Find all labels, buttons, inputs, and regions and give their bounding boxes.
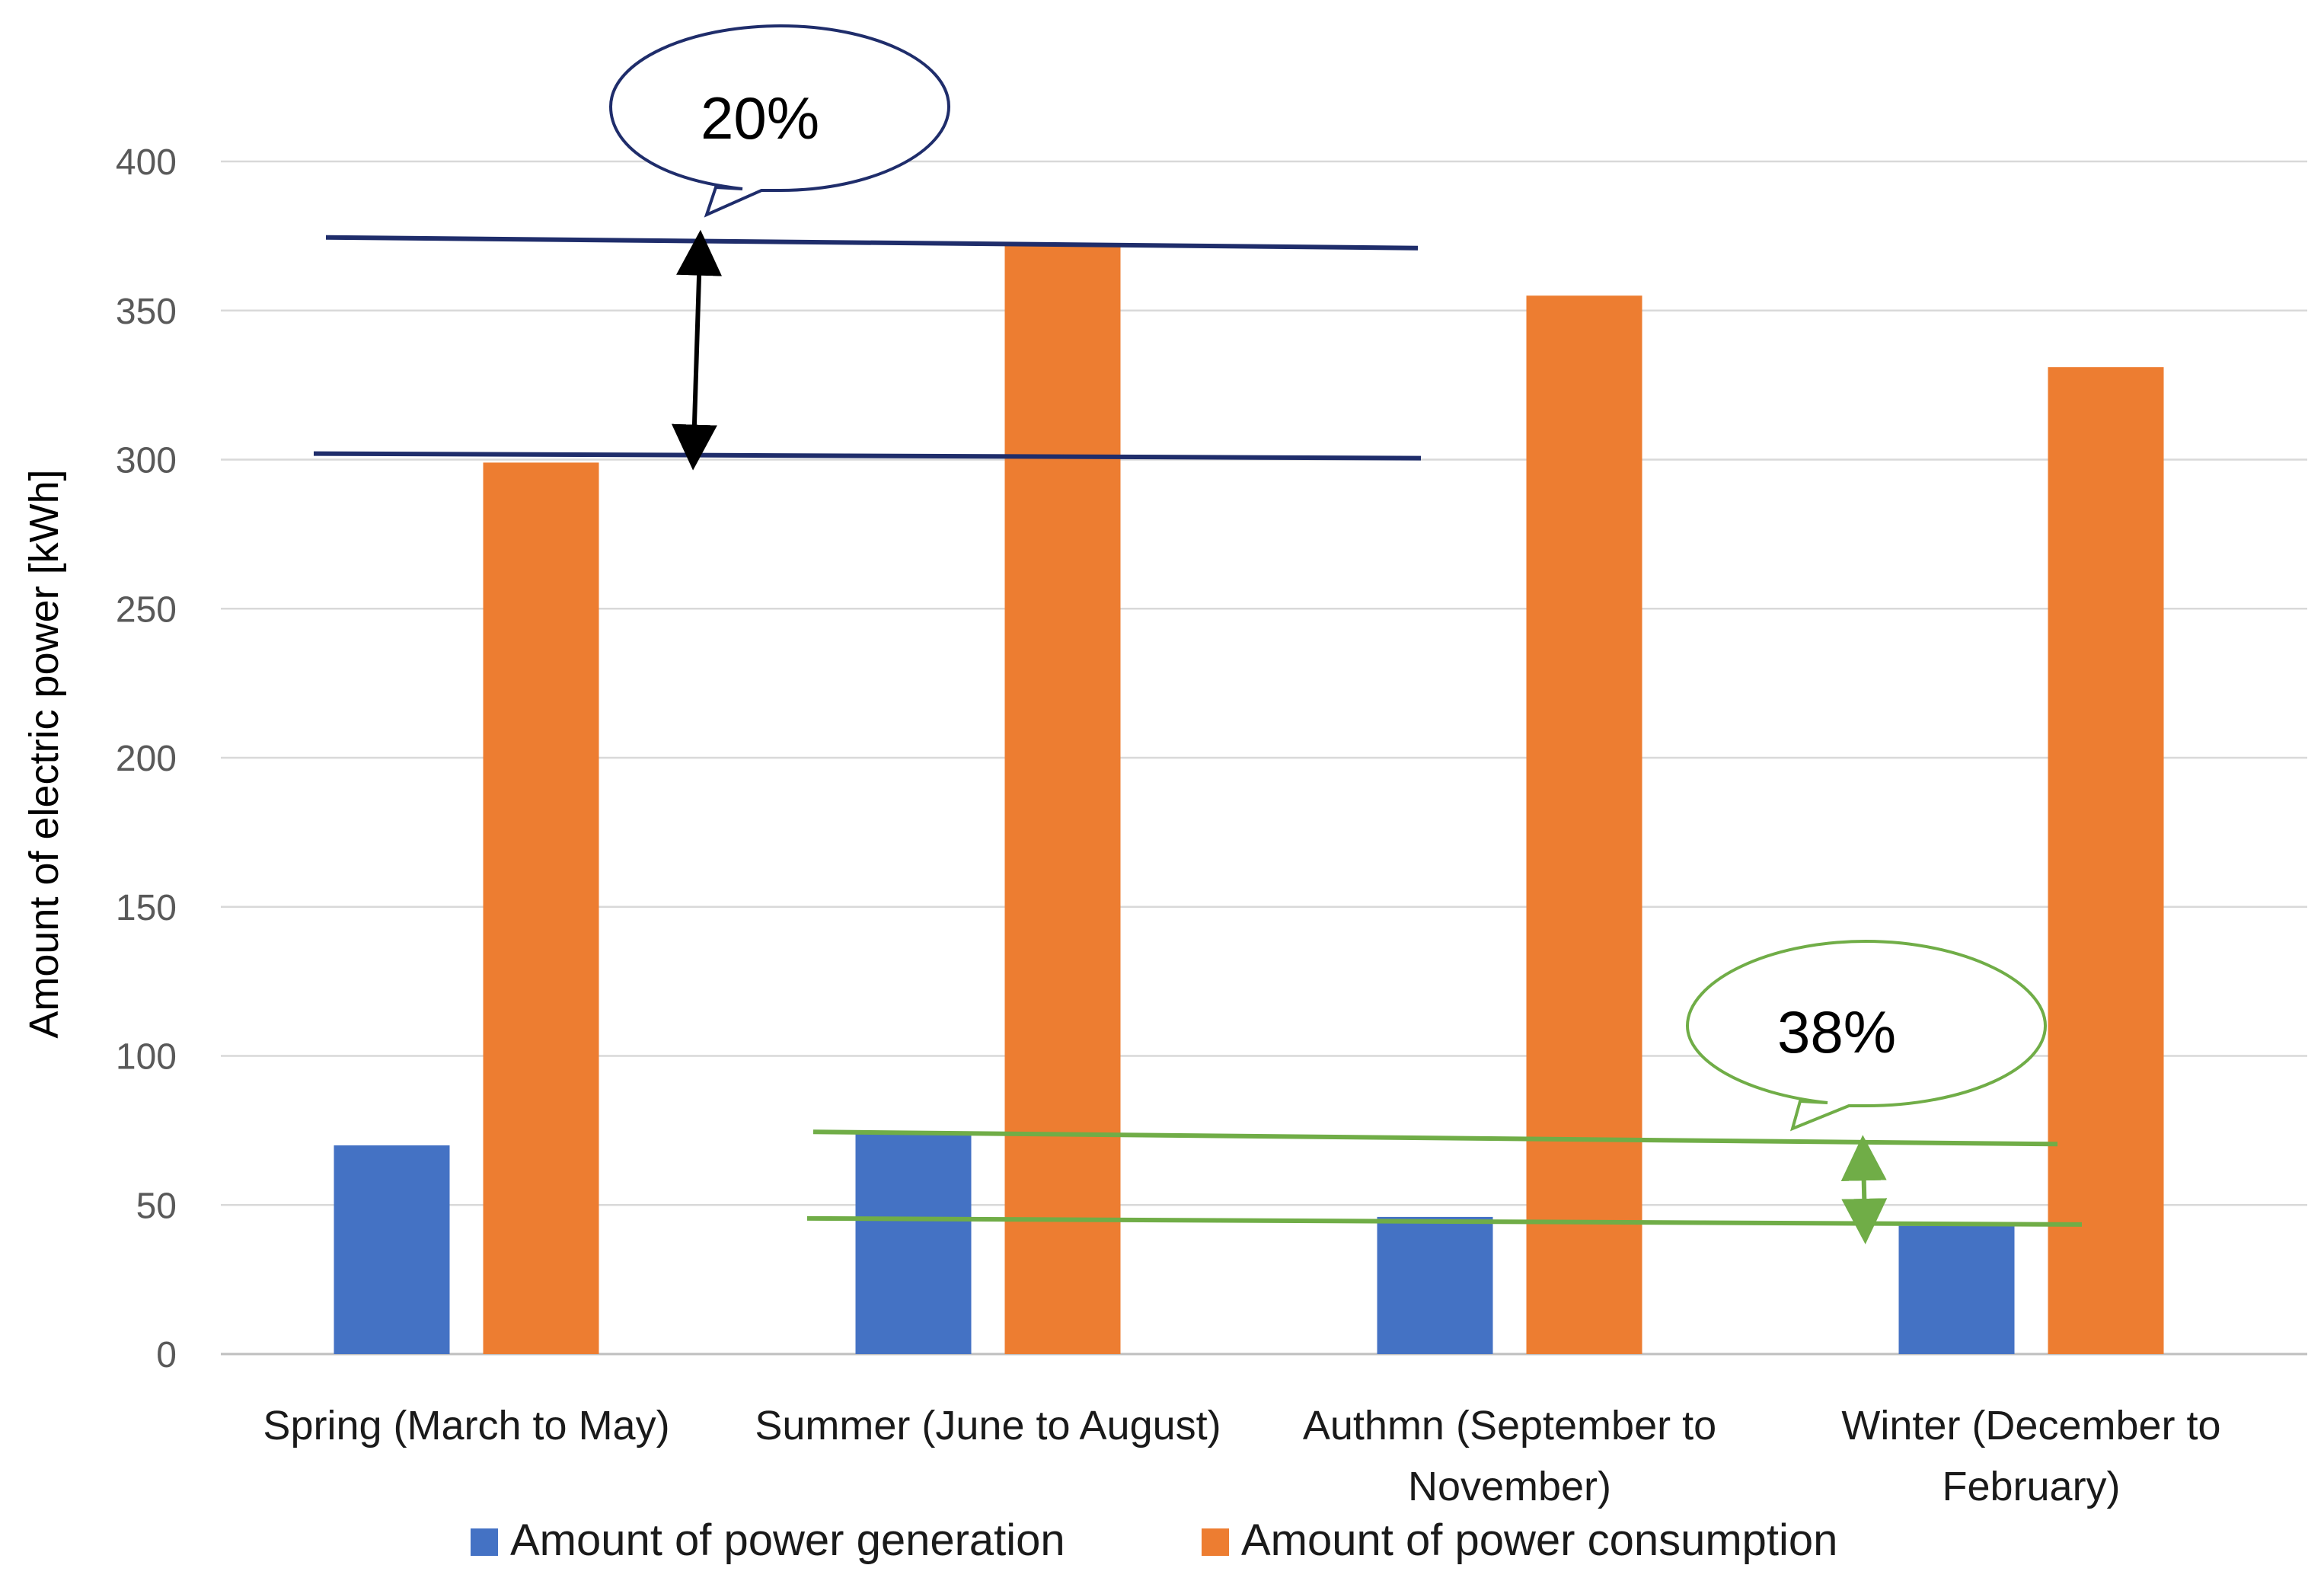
y-tick-label: 400 xyxy=(116,142,177,183)
bar-consumption xyxy=(1004,244,1121,1354)
bar-consumption xyxy=(2048,367,2164,1354)
x-category-label: Spring (March to May) xyxy=(263,1403,669,1448)
bracket-line-upper xyxy=(812,1129,2058,1147)
bar-consumption xyxy=(483,462,599,1354)
y-tick-label: 350 xyxy=(116,292,177,332)
bracket-line-lower xyxy=(806,1215,2083,1227)
x-category-label: Winter (December to February) xyxy=(1841,1403,2220,1509)
callout-text: 38% xyxy=(1777,998,1896,1065)
legend-label: Amount of power generation xyxy=(510,1516,1065,1565)
bar-generation xyxy=(855,1133,972,1354)
bar-generation xyxy=(1377,1216,1493,1354)
double-arrow xyxy=(671,229,723,471)
bar-generation xyxy=(334,1145,450,1354)
y-tick-label: 250 xyxy=(116,589,177,630)
annotations: 20% 38% xyxy=(313,24,2083,1244)
bracket-line-lower xyxy=(313,451,1422,461)
x-category-label: Summer (June to August) xyxy=(755,1403,1221,1448)
y-tick-label: 150 xyxy=(116,888,177,928)
y-tick-label: 100 xyxy=(116,1037,177,1078)
bar-generation xyxy=(1898,1225,2015,1354)
y-tick-label: 300 xyxy=(116,441,177,481)
y-axis-label: Amount of electric power [kWh] xyxy=(21,469,67,1038)
callout-bubble xyxy=(1685,939,2048,1132)
legend-label: Amount of power consumption xyxy=(1241,1516,1837,1565)
y-tick-label: 0 xyxy=(156,1335,177,1375)
x-axis-categories: Spring (March to May) Summer (June to Aug… xyxy=(263,1403,2220,1509)
bracket-line-upper xyxy=(325,235,1419,251)
legend: Amount of power generation Amount of powe… xyxy=(471,1516,1837,1565)
legend-swatch xyxy=(1202,1528,1229,1556)
x-category-label: Authmn (September to November) xyxy=(1303,1403,1716,1509)
y-tick-label: 50 xyxy=(136,1186,177,1226)
y-axis-ticks: 0 50 100 150 200 250 300 350 400 xyxy=(116,142,177,1375)
bars xyxy=(334,244,2164,1354)
legend-swatch xyxy=(471,1528,498,1556)
double-arrow xyxy=(1840,1135,1888,1244)
callout-bubble xyxy=(608,24,951,218)
bar-consumption xyxy=(1526,295,1642,1354)
y-tick-label: 200 xyxy=(116,739,177,779)
callout-text: 20% xyxy=(701,85,819,152)
